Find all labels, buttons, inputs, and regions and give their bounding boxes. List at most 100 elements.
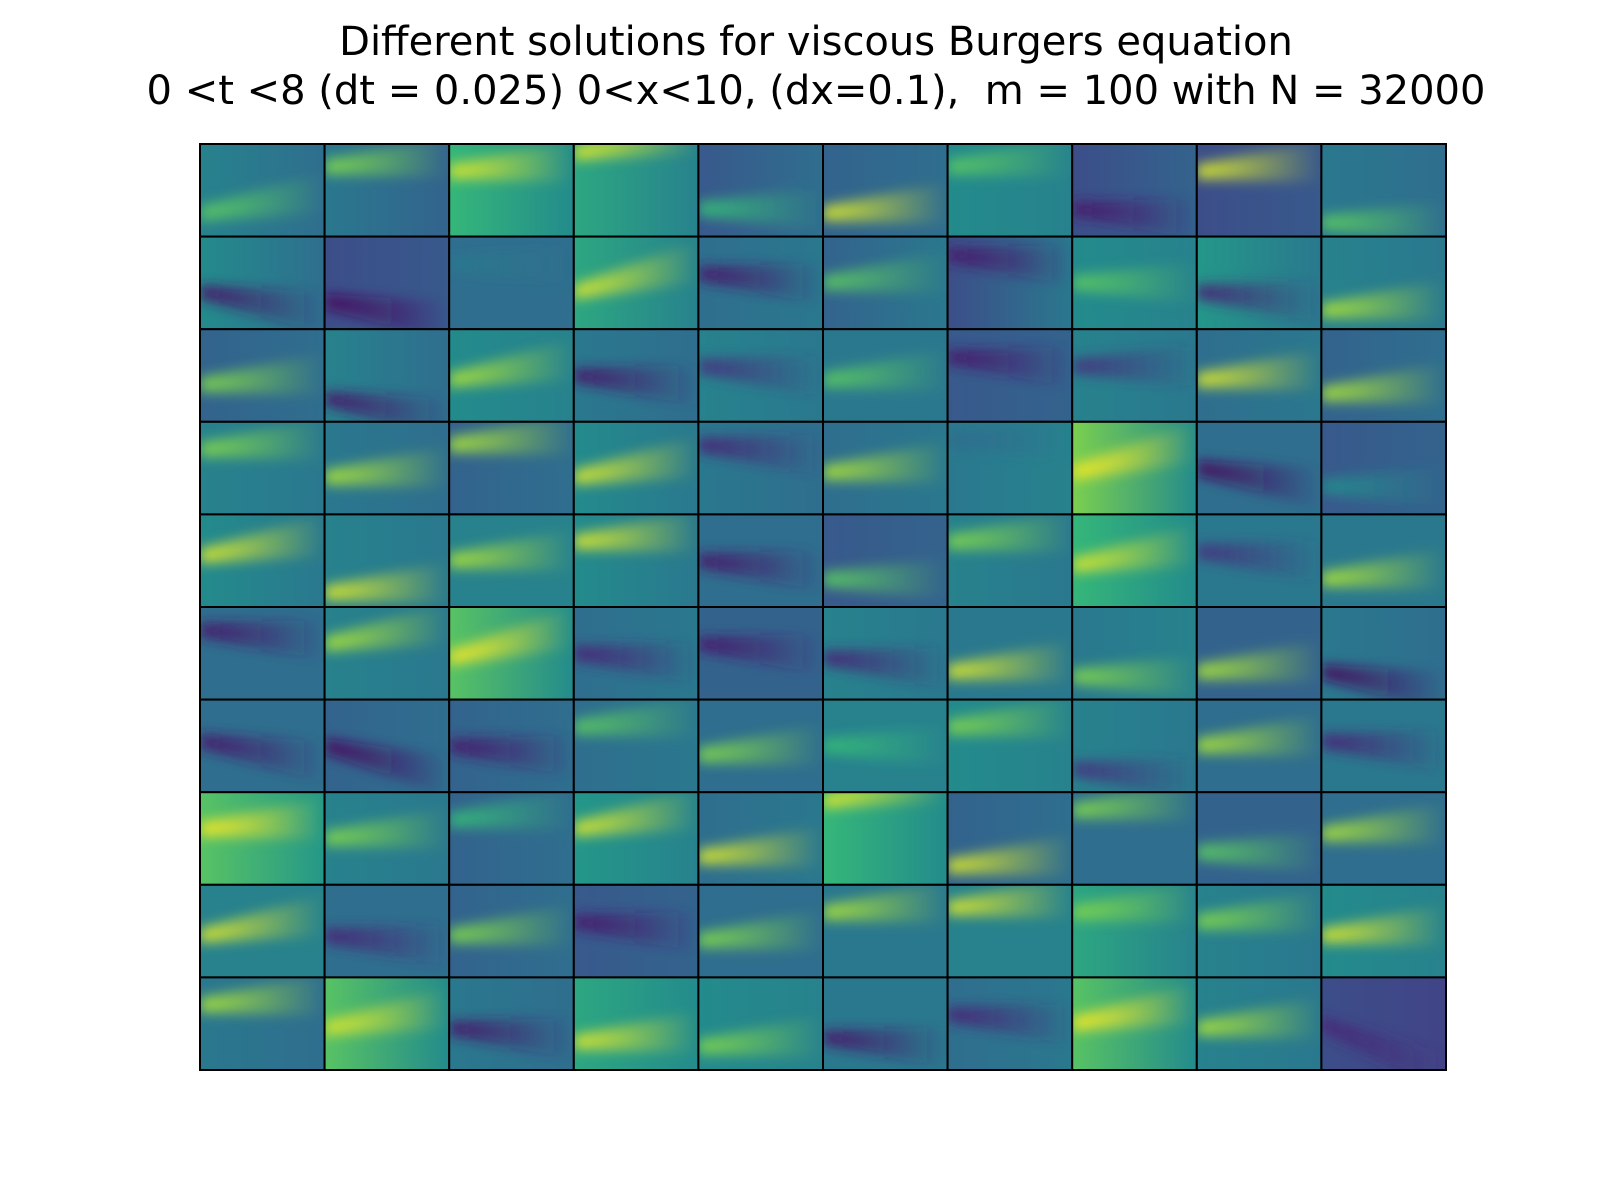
panel: [946, 328, 1074, 423]
panel-feature-band: [698, 434, 823, 476]
panel: [1320, 235, 1448, 331]
panel-feature-band: [823, 792, 948, 809]
panel: [1195, 976, 1323, 1072]
panel: [946, 976, 1074, 1072]
panel-feature-band: [698, 826, 823, 868]
panel-feature-band: [1072, 656, 1197, 697]
panel-feature-band: [947, 884, 1073, 919]
panel-feature-band: [1321, 202, 1446, 237]
panel: [1195, 698, 1323, 794]
panel: [822, 791, 949, 886]
panel-feature-band: [698, 909, 823, 951]
panel: [323, 328, 451, 423]
panel: [697, 976, 825, 1072]
panel: [1195, 143, 1323, 238]
panel: [448, 883, 575, 979]
panel-feature-band: [200, 734, 325, 783]
panel-feature-band: [200, 619, 325, 661]
panel-feature-band: [324, 607, 450, 652]
panel-feature-band: [823, 1027, 948, 1069]
panel-feature-band: [200, 515, 325, 564]
panel: [946, 235, 1074, 331]
panel-feature-band: [449, 421, 574, 456]
panel: [323, 883, 451, 979]
chart-subtitle: 0 <t <8 (dt = 0.025) 0<x<10, (dx=0.1), m…: [146, 68, 1486, 114]
panel: [1195, 513, 1323, 609]
panel-feature-band: [1321, 466, 1446, 507]
panel: [323, 791, 451, 886]
panel-feature-band: [324, 925, 450, 967]
panel-feature-band: [823, 647, 948, 689]
panel-feature-band: [573, 643, 699, 684]
panel-feature-band: [449, 735, 574, 777]
panel-feature-band: [1072, 345, 1197, 387]
panel-feature-band: [1321, 664, 1446, 700]
panel-feature-band: [200, 894, 325, 943]
panel-feature-band: [823, 558, 948, 600]
panel: [697, 883, 825, 979]
panel: [199, 883, 326, 979]
panel: [199, 513, 326, 609]
panel: [822, 883, 949, 979]
panel-feature-band: [200, 354, 325, 395]
panel-feature-band: [1321, 363, 1446, 405]
panel: [1071, 143, 1198, 238]
panel-feature-band: [324, 144, 450, 178]
panel-feature-band: [1196, 715, 1322, 757]
panel: [946, 606, 1074, 701]
panel-feature-band: [573, 514, 699, 553]
panel: [448, 791, 575, 886]
panel-feature-band: [200, 798, 325, 840]
panel: [199, 143, 326, 238]
panel-feature-band: [573, 144, 699, 161]
panel-feature-band: [324, 446, 450, 488]
panel: [199, 606, 326, 701]
panel: [572, 328, 700, 423]
panel-feature-band: [947, 244, 1073, 286]
panel-feature-band: [449, 905, 574, 946]
panel-feature-band: [449, 1018, 574, 1059]
panel-feature-band: [698, 263, 823, 305]
panel-feature-band: [947, 144, 1073, 178]
panel: [1071, 606, 1198, 701]
panel: [1071, 420, 1198, 516]
panel-feature-band: [1196, 641, 1322, 683]
panel: [1071, 791, 1198, 886]
panel: [448, 976, 575, 1072]
panel: [697, 513, 825, 609]
panel-feature-band: [947, 835, 1073, 877]
panel-feature-band: [823, 252, 948, 294]
panel: [1320, 606, 1448, 701]
panel-feature-band: [1196, 891, 1322, 933]
panel-feature-band: [1196, 997, 1322, 1039]
panel-feature-band: [1072, 884, 1197, 923]
panel-feature-band: [823, 725, 948, 767]
panel: [1195, 420, 1323, 516]
panel-feature-band: [823, 349, 948, 391]
panel: [448, 513, 575, 609]
panel-feature-band: [698, 356, 823, 397]
panel-feature-band: [698, 188, 823, 230]
panel-feature-band: [1321, 1016, 1446, 1071]
panel-feature-band: [324, 391, 450, 422]
panel-feature-band: [1321, 905, 1446, 946]
panel: [697, 698, 825, 794]
panel: [1320, 328, 1448, 423]
panel-feature-band: [947, 699, 1073, 738]
panel-feature-band: [200, 172, 325, 221]
panel: [1195, 883, 1323, 979]
panel-background: [573, 144, 699, 237]
panel-feature-band: [1072, 421, 1197, 480]
panel: [448, 143, 575, 238]
panel-feature-band: [324, 807, 450, 849]
panel: [1320, 791, 1448, 886]
panel: [946, 513, 1074, 609]
chart-title: Different solutions for viscous Burgers …: [339, 19, 1293, 65]
panel-feature-band: [1072, 792, 1197, 821]
panel-feature-band: [449, 607, 574, 666]
panel-feature-band: [947, 421, 1073, 461]
panel: [822, 420, 949, 516]
panel: [323, 420, 451, 516]
panel: [1195, 791, 1323, 886]
panel-feature-band: [1321, 280, 1446, 321]
